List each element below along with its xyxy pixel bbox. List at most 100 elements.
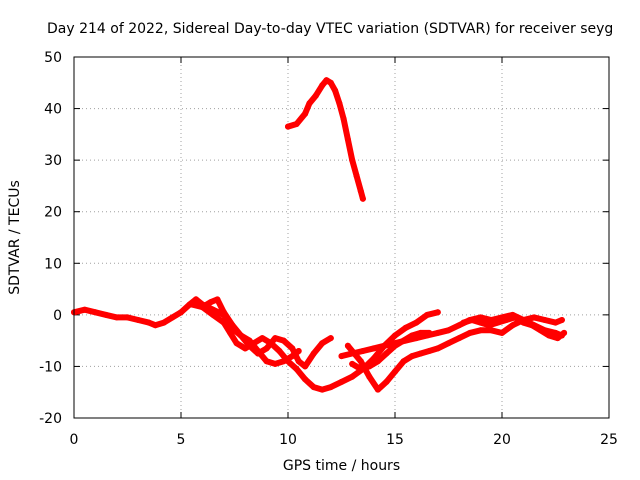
data-point: [494, 319, 501, 326]
y-tick-label: 10: [44, 256, 62, 272]
series-high-arc: [285, 77, 366, 202]
data-point: [366, 363, 373, 370]
data-point: [319, 340, 326, 347]
data-point: [160, 319, 167, 326]
series-arc-b: [188, 301, 441, 393]
x-tick-label: 0: [70, 432, 79, 448]
series-arc-a: [71, 296, 302, 367]
data-point: [302, 363, 309, 370]
data-point: [466, 329, 473, 336]
data-point: [349, 350, 356, 357]
data-point: [220, 319, 227, 326]
x-tick-label: 25: [600, 432, 618, 448]
data-point: [246, 342, 253, 349]
data-point: [263, 345, 270, 352]
data-point: [370, 345, 377, 352]
x-tick-label: 20: [493, 432, 511, 448]
data-point: [302, 376, 309, 383]
data-point: [327, 79, 334, 86]
data-point: [469, 317, 475, 323]
data-point: [477, 327, 484, 334]
data-point: [295, 358, 302, 365]
series-line: [285, 77, 366, 202]
series-line: [199, 296, 334, 370]
data-point: [392, 368, 398, 375]
data-point: [81, 306, 88, 313]
data-point: [400, 337, 407, 344]
data-point: [434, 345, 441, 352]
x-tick-label: 10: [279, 432, 297, 448]
data-point: [477, 314, 484, 321]
series-arc-g: [460, 314, 568, 342]
data-point: [327, 335, 334, 342]
data-point: [417, 350, 424, 357]
data-point: [374, 386, 381, 393]
data-point: [103, 311, 110, 318]
data-point: [509, 322, 516, 329]
data-point: [558, 317, 565, 323]
data-point: [188, 301, 195, 308]
data-point: [113, 314, 120, 321]
data-point: [124, 314, 131, 321]
data-point: [263, 358, 270, 365]
data-point: [344, 342, 351, 349]
data-point: [359, 195, 366, 202]
data-point: [409, 353, 416, 360]
y-tick-label: 40: [44, 102, 62, 118]
data-point: [392, 342, 398, 349]
series-arc-f: [349, 329, 433, 372]
plot-frame: [73, 56, 610, 419]
data-point: [561, 329, 568, 336]
data-point: [426, 329, 433, 336]
data-point: [302, 110, 309, 117]
data-point: [520, 319, 527, 326]
x-tick-label: 15: [386, 432, 404, 448]
data-point: [460, 319, 467, 326]
data-point: [178, 309, 184, 316]
data-point: [349, 157, 356, 164]
data-point: [340, 115, 347, 122]
data-point: [409, 332, 416, 339]
data-point: [338, 378, 345, 385]
data-point: [357, 188, 364, 195]
data-point: [537, 327, 544, 334]
data-point: [276, 348, 283, 354]
data-point: [310, 384, 317, 391]
data-point: [327, 384, 334, 391]
data-point: [456, 335, 463, 342]
data-point: [434, 309, 441, 316]
data-point: [285, 358, 291, 365]
data-point: [255, 350, 261, 357]
data-point: [259, 335, 266, 342]
data-point: [227, 329, 234, 336]
data-point: [92, 309, 99, 316]
data-point: [488, 327, 495, 334]
data-point: [400, 358, 407, 365]
data-point: [220, 309, 227, 316]
series-line: [338, 311, 565, 360]
data-point: [285, 123, 291, 130]
data-point: [289, 345, 296, 352]
data-point: [306, 100, 313, 107]
x-axis-label: GPS time / hours: [283, 458, 400, 474]
data-point: [417, 329, 424, 336]
data-point: [541, 317, 548, 323]
series-line: [71, 296, 302, 367]
data-point: [272, 335, 279, 342]
data-point: [486, 322, 493, 329]
y-tick-label: 50: [44, 50, 62, 66]
data-point: [357, 366, 364, 372]
data-point: [529, 322, 535, 329]
data-point: [229, 322, 236, 329]
data-point: [511, 314, 518, 321]
data-point: [210, 311, 217, 318]
data-point: [280, 337, 287, 344]
data-point: [336, 100, 343, 107]
data-series: [71, 77, 568, 393]
data-point: [426, 348, 433, 354]
axis-ticks: 0 5 10 15 20 25 -20 -10 0 10 20 30 40 50: [39, 50, 618, 448]
data-point: [554, 335, 561, 342]
data-point: [193, 296, 199, 303]
data-point: [310, 350, 317, 357]
